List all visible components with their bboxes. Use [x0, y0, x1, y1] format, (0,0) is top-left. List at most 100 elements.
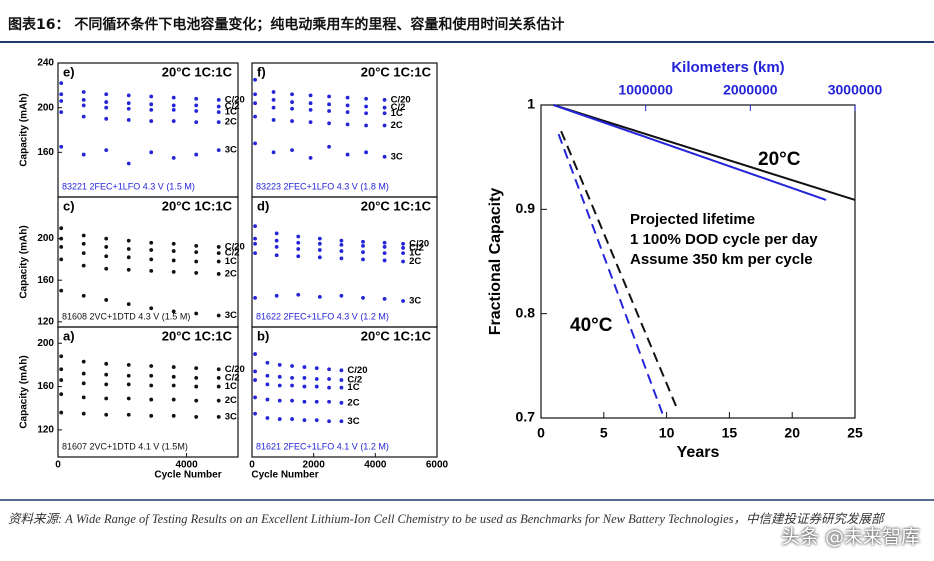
data-point [149, 383, 154, 388]
data-point [314, 399, 319, 404]
panel-title: 20°C 1C:1C [162, 328, 233, 343]
data-point [194, 250, 199, 255]
data-point [401, 259, 405, 264]
data-point [253, 77, 257, 82]
data-point [59, 367, 64, 372]
data-point [339, 242, 344, 247]
x-tick-label: 4000 [364, 460, 387, 471]
data-point [361, 257, 365, 262]
panel-label: e) [63, 64, 75, 79]
data-point [382, 245, 387, 249]
data-point [364, 111, 368, 116]
data-point [302, 365, 307, 369]
data-point [81, 90, 86, 94]
panel-note: 81607 2VC+1DTD 4.1 V (1.5M) [62, 441, 188, 451]
x-tick-label: 10 [659, 425, 675, 441]
series-label: C/2 [409, 242, 424, 253]
data-point [317, 248, 322, 252]
x-axis-label: Cycle Number [154, 470, 221, 481]
data-point [339, 368, 344, 373]
data-point [59, 354, 64, 359]
y-tick-label: 240 [37, 58, 54, 69]
series-label: 3C [225, 145, 237, 156]
panel-frame [57, 196, 239, 328]
series-label: 3C [409, 296, 421, 307]
data-point [327, 102, 331, 107]
data-point [216, 259, 221, 264]
data-point [194, 109, 199, 113]
data-point [382, 123, 387, 128]
series-label: C/20 [409, 238, 429, 249]
data-point [327, 419, 331, 424]
data-point [104, 105, 109, 110]
y-tick-label: 0.8 [516, 304, 536, 320]
data-point [81, 152, 86, 157]
x-tick-label: 25 [847, 425, 863, 441]
data-point [308, 93, 313, 98]
data-point [253, 92, 257, 97]
data-point [345, 152, 350, 157]
data-point [290, 119, 294, 123]
data-point [59, 378, 64, 382]
data-point [59, 245, 64, 249]
panel-label: c) [63, 198, 75, 213]
series-label: C/2 [347, 375, 362, 386]
data-point [126, 302, 131, 307]
x2-tick-label: 2000000 [723, 82, 778, 98]
data-point [339, 419, 344, 424]
data-point [339, 238, 344, 243]
data-line [557, 133, 666, 419]
series-label: 3C [225, 310, 237, 321]
data-point [317, 255, 322, 260]
data-point [81, 251, 86, 256]
data-point [104, 148, 109, 153]
data-point [216, 415, 221, 419]
data-point [277, 374, 282, 379]
series-label: 3C [347, 416, 359, 427]
data-point [317, 241, 322, 246]
data-point [194, 376, 199, 380]
source-note: 资料来源: A Wide Range of Testing Results on… [8, 512, 884, 526]
series-label: 1C [391, 108, 403, 119]
x-tick-label: 0 [537, 425, 545, 441]
data-point [216, 148, 221, 153]
data-point [296, 240, 301, 245]
data-point [171, 397, 176, 402]
y-tick-label: 200 [37, 338, 54, 349]
data-point [302, 384, 307, 389]
data-point [382, 297, 387, 301]
data-point [382, 240, 387, 245]
data-point [194, 415, 199, 419]
data-point [317, 236, 322, 241]
data-point [171, 258, 176, 263]
data-point [171, 413, 176, 418]
data-point [81, 241, 86, 246]
data-point [274, 253, 279, 258]
series-label: 1C [225, 381, 237, 392]
data-point [81, 114, 86, 119]
data-point [126, 93, 131, 98]
panel-note: 83223 2FEC+1LFO 4.3 V (1.8 M) [256, 181, 389, 191]
data-point [59, 144, 64, 149]
data-point [265, 397, 270, 402]
data-point [81, 371, 86, 376]
data-point [401, 241, 405, 246]
data-point [194, 243, 199, 248]
data-point [274, 293, 279, 298]
watermark: 头条 @未来智库 [780, 526, 920, 548]
data-point [59, 392, 64, 397]
data-point [104, 116, 109, 121]
y-tick-label: 160 [37, 381, 54, 392]
data-point [339, 249, 344, 253]
data-point [104, 412, 109, 417]
data-point [149, 108, 154, 112]
data-point [149, 94, 154, 99]
series-label: C/2 [225, 101, 240, 112]
data-point [81, 233, 86, 238]
x-tick-label: 6000 [426, 460, 449, 471]
data-line [553, 104, 856, 201]
data-point [361, 243, 365, 248]
y-axis-label: Capacity (mAh) [19, 355, 30, 428]
x2-tick-label: 3000000 [828, 82, 883, 98]
